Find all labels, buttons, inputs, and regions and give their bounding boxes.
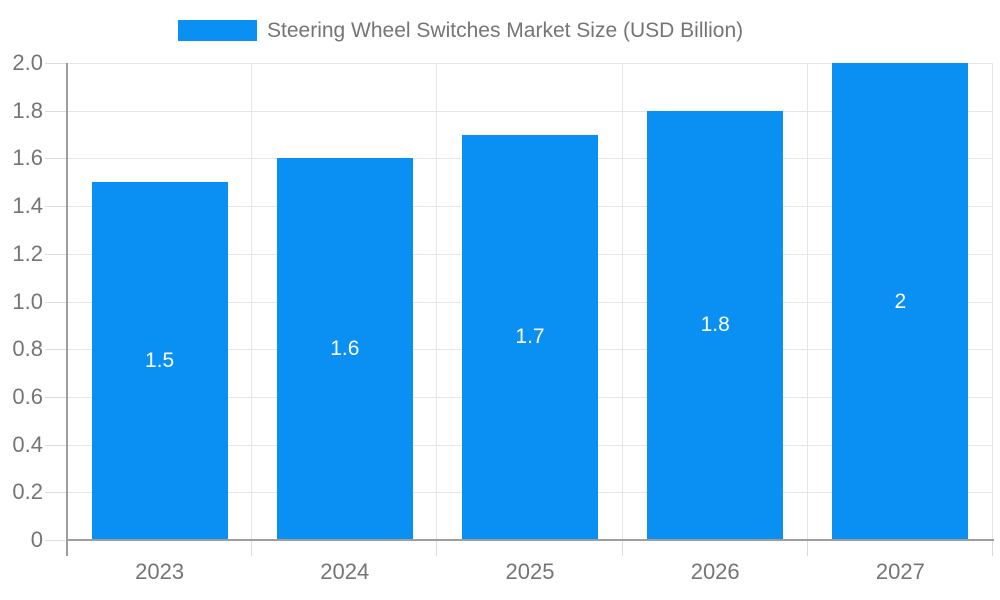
x-tick-label: 2024 (320, 559, 370, 584)
y-tick-label: 2.0 (12, 50, 43, 75)
bar-value-label: 1.7 (515, 325, 545, 349)
legend-swatch (178, 20, 257, 41)
x-tick-mark (992, 540, 993, 556)
bar (647, 110, 784, 539)
x-tick-mark (251, 540, 252, 556)
x-tick-mark (807, 540, 808, 556)
y-tick-label: 0 (30, 527, 43, 552)
gridline (992, 63, 993, 540)
y-tick-label: 1.0 (12, 289, 43, 314)
bar-value-label: 1.5 (144, 349, 175, 373)
y-tick-mark (45, 445, 67, 446)
y-tick-label: 0.4 (12, 432, 43, 457)
y-tick-label: 0.8 (12, 336, 43, 361)
bar (276, 158, 413, 539)
gridline (622, 63, 623, 540)
x-tick-label: 2026 (690, 559, 740, 584)
y-axis-line (66, 63, 68, 556)
y-tick-label: 0.6 (12, 384, 43, 409)
bar (91, 182, 228, 539)
y-tick-mark (45, 492, 67, 493)
bar-value-label: 1.8 (700, 313, 730, 337)
gridline (807, 63, 808, 540)
x-tick-label: 2023 (135, 559, 185, 584)
y-tick-label: 1.8 (12, 98, 43, 123)
y-tick-label: 0.2 (12, 479, 43, 504)
bar-value-label: 1.6 (330, 337, 360, 361)
gridline (436, 63, 437, 540)
y-tick-label: 1.2 (12, 241, 43, 266)
y-tick-mark (45, 158, 67, 159)
gridline (67, 63, 993, 64)
y-tick-mark (45, 63, 67, 64)
legend-label: Steering Wheel Switches Market Size (USD… (267, 19, 744, 42)
bar (832, 63, 969, 539)
y-tick-label: 1.4 (12, 193, 43, 218)
x-tick-mark (622, 540, 623, 556)
y-tick-label: 1.6 (12, 145, 43, 170)
y-tick-mark (45, 111, 67, 112)
y-tick-mark (45, 349, 67, 350)
x-axis-line (66, 539, 994, 541)
bar (462, 134, 598, 539)
gridline (251, 63, 252, 540)
y-tick-mark (45, 302, 67, 303)
x-tick-label: 2027 (875, 559, 925, 584)
y-tick-mark (45, 540, 67, 541)
y-tick-mark (45, 206, 67, 207)
bar-value-label: 2 (894, 289, 907, 313)
gridline (67, 111, 993, 112)
x-tick-mark (436, 540, 437, 556)
x-tick-label: 2025 (505, 559, 555, 584)
y-tick-mark (45, 254, 67, 255)
y-tick-mark (45, 397, 67, 398)
